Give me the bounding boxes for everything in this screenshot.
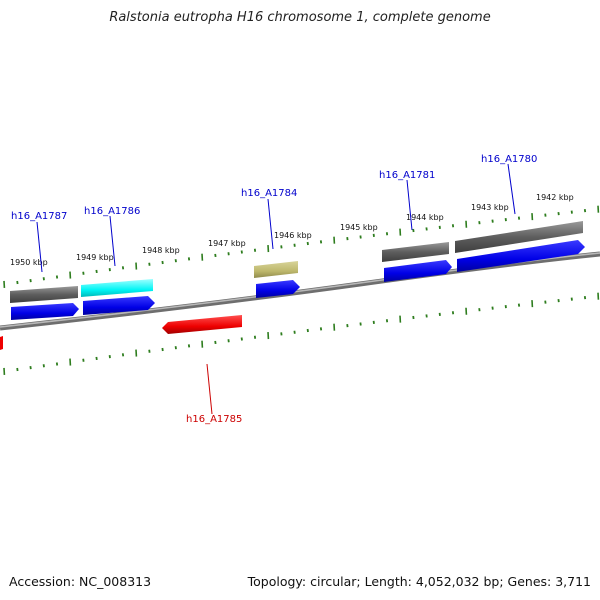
gene-label-h16-a1785[interactable]: h16_A1785 [186, 414, 242, 425]
scale-labels: 1950 kbp 1949 kbp 1948 kbp 1947 kbp 1946… [10, 193, 574, 267]
scale-ticks-forward [3, 205, 600, 288]
chromosome-backbone [0, 251, 600, 331]
scale-label-1943: 1943 kbp [471, 203, 509, 212]
gene-label-h16-a1786[interactable]: h16_A1786 [84, 206, 140, 217]
gene-h16-a1785[interactable] [162, 315, 242, 334]
scale-label-1950: 1950 kbp [10, 258, 48, 267]
map-title: Ralstonia eutropha H16 chromosome 1, com… [109, 10, 491, 25]
gene-h16-a1784[interactable] [254, 261, 300, 298]
gene-label-h16-a1787[interactable]: h16_A1787 [11, 211, 67, 222]
scale-label-1945: 1945 kbp [340, 223, 378, 232]
scale-label-1944: 1944 kbp [406, 213, 444, 222]
gene-h16-a1787[interactable] [10, 286, 79, 320]
label-leaders [36, 163, 516, 415]
scale-label-1946: 1946 kbp [274, 231, 312, 240]
scale-label-1942: 1942 kbp [536, 193, 574, 202]
scale-ticks-reverse [3, 292, 600, 375]
gene-label-h16-a1780[interactable]: h16_A1780 [481, 154, 537, 165]
gene-label-h16-a1784[interactable]: h16_A1784 [241, 188, 297, 199]
gene-h16-a1780[interactable] [455, 221, 585, 272]
gene-h16-a1781[interactable] [382, 242, 452, 282]
topology-text: Topology: circular; Length: 4,052,032 bp… [247, 574, 591, 589]
scale-label-1948: 1948 kbp [142, 246, 180, 255]
gene-label-h16-a1781[interactable]: h16_A1781 [379, 170, 435, 181]
gene-partial-left[interactable] [0, 336, 3, 350]
scale-label-1949: 1949 kbp [76, 253, 114, 262]
scale-label-1947: 1947 kbp [208, 239, 246, 248]
accession-text: Accession: NC_008313 [9, 574, 152, 589]
gene-h16-a1786[interactable] [81, 279, 155, 315]
